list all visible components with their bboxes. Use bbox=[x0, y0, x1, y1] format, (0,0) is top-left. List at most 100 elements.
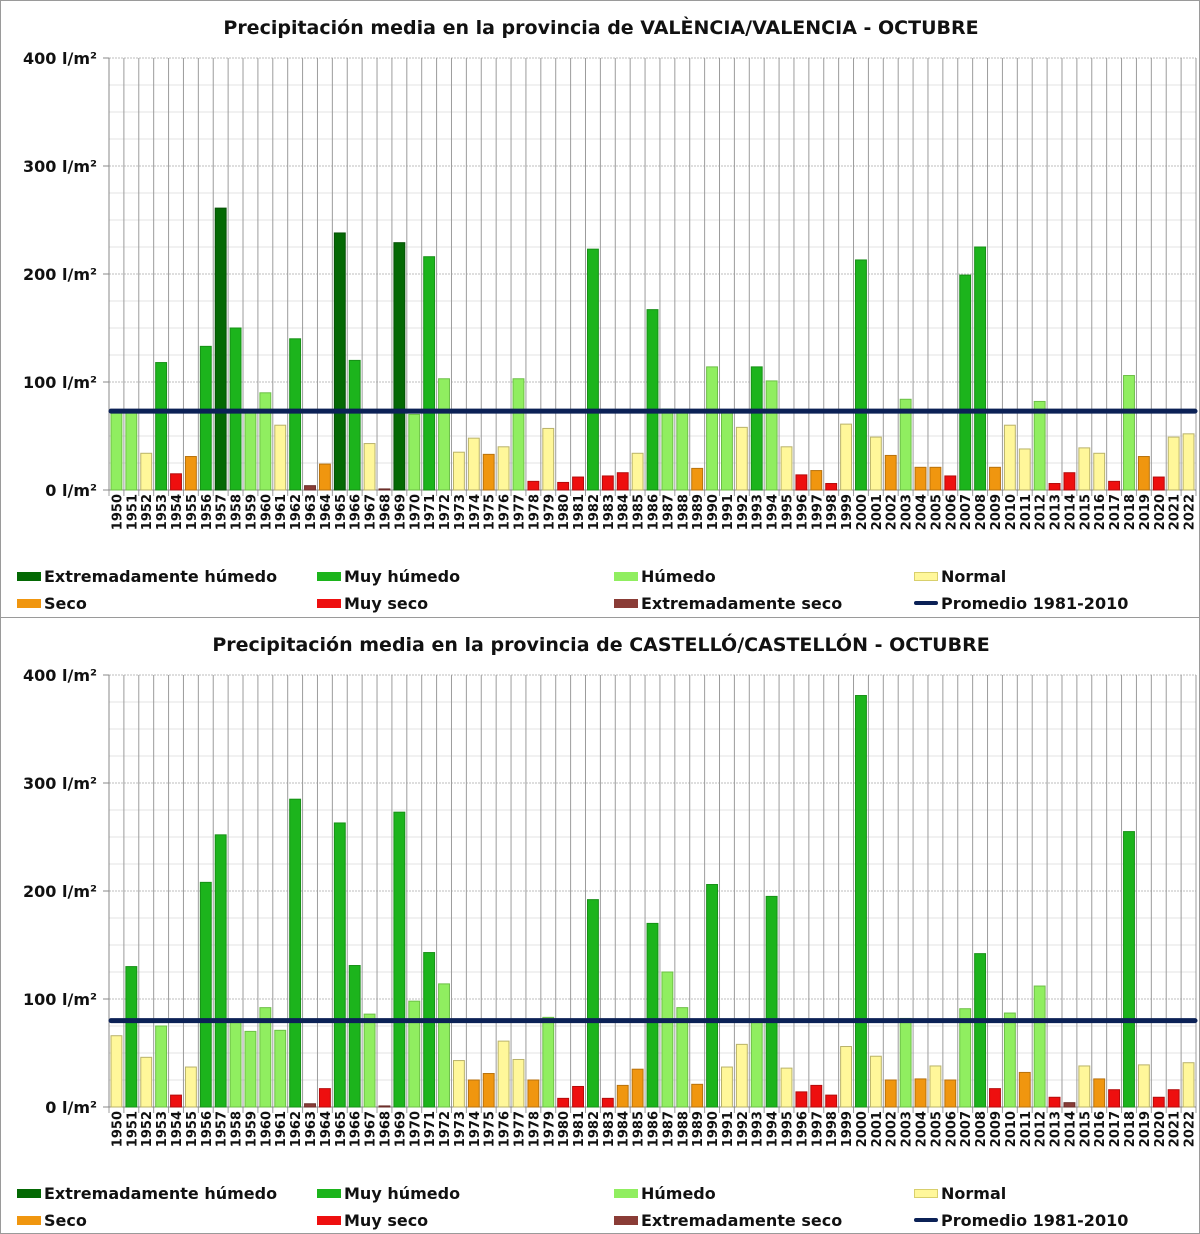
bar-1968 bbox=[378, 488, 391, 491]
x-tick-label: 1989 bbox=[691, 1111, 706, 1147]
bar-1995 bbox=[780, 1067, 793, 1108]
legend-item-normal: Normal bbox=[914, 565, 1006, 587]
x-tick-label: 1983 bbox=[602, 1111, 617, 1147]
chart-panel-castellon: Precipitación media en la provincia de C… bbox=[0, 617, 1200, 1234]
x-tick-label: 1965 bbox=[334, 1111, 349, 1147]
x-tick-label: 1972 bbox=[438, 494, 453, 530]
bar-1953 bbox=[155, 362, 168, 491]
x-tick-label: 1974 bbox=[468, 1111, 483, 1147]
x-tick-label: 2018 bbox=[1123, 1111, 1138, 1147]
bar-1991 bbox=[721, 1066, 733, 1108]
bar-1980 bbox=[557, 481, 570, 491]
x-tick-label: 2022 bbox=[1183, 494, 1198, 530]
x-tick-label: 1984 bbox=[617, 1111, 632, 1147]
y-tick-label: 400 l/m² bbox=[23, 49, 97, 68]
bar-1950 bbox=[110, 411, 123, 491]
bars bbox=[110, 695, 1195, 1108]
x-tick-label: 1969 bbox=[393, 494, 408, 530]
y-tick-label: 300 l/m² bbox=[23, 774, 97, 793]
bar-1978 bbox=[527, 1079, 540, 1108]
bar-1965 bbox=[333, 232, 346, 491]
x-tick-label: 1963 bbox=[304, 494, 319, 530]
bar-1999 bbox=[840, 1046, 853, 1108]
x-tick-label: 1966 bbox=[349, 1111, 364, 1147]
bar-1957 bbox=[214, 207, 227, 491]
x-tick-label: 1951 bbox=[125, 1111, 140, 1147]
bar-2019 bbox=[1137, 456, 1150, 491]
x-tick-label: 1975 bbox=[483, 494, 498, 530]
x-tick-label: 1980 bbox=[557, 494, 572, 530]
x-tick-label: 1978 bbox=[527, 1111, 542, 1147]
x-tick-label: 1952 bbox=[140, 1111, 155, 1147]
bar-1988 bbox=[676, 1007, 689, 1108]
bar-1970 bbox=[408, 413, 421, 491]
legend-swatch bbox=[17, 571, 41, 581]
bar-2006 bbox=[944, 475, 957, 491]
x-tick-label: 1962 bbox=[289, 1111, 304, 1147]
bar-1952 bbox=[140, 1056, 153, 1108]
bar-1957 bbox=[214, 834, 227, 1108]
x-tick-label: 1999 bbox=[840, 494, 855, 530]
x-tick-label: 2011 bbox=[1019, 1111, 1034, 1147]
bar-1984 bbox=[616, 472, 629, 491]
bar-1996 bbox=[795, 474, 808, 491]
bar-2014 bbox=[1063, 1102, 1076, 1108]
x-tick-label: 2014 bbox=[1063, 494, 1078, 530]
legend-item-seco: Seco bbox=[17, 592, 87, 614]
x-tick-label: 1989 bbox=[691, 494, 706, 530]
x-tick-label: 1991 bbox=[721, 1111, 736, 1147]
x-tick-label: 1999 bbox=[840, 1111, 855, 1147]
x-tick-label: 1966 bbox=[349, 494, 364, 530]
bar-1959 bbox=[244, 1030, 257, 1108]
bar-1971 bbox=[423, 952, 436, 1108]
x-tick-label: 1955 bbox=[185, 494, 200, 530]
x-tick-label: 1970 bbox=[408, 494, 423, 530]
x-tick-label: 1960 bbox=[259, 1111, 274, 1147]
x-tick-label: 2005 bbox=[929, 494, 944, 530]
bar-1977 bbox=[512, 1058, 525, 1108]
x-tick-label: 2006 bbox=[944, 1111, 959, 1147]
bar-1959 bbox=[244, 410, 257, 491]
bar-chart-castellon: 0 l/m² 100 l/m² 200 l/m² 300 l/m² 400 l/m² 19… bbox=[23, 666, 1198, 1147]
legend-swatch bbox=[914, 571, 938, 581]
x-tick-label: 1956 bbox=[200, 494, 215, 530]
bar-1997 bbox=[810, 1084, 823, 1108]
bar-2019 bbox=[1137, 1064, 1150, 1108]
x-tick-label: 2007 bbox=[959, 1111, 974, 1147]
bar-1968 bbox=[378, 1105, 391, 1108]
bar-1982 bbox=[586, 899, 599, 1108]
x-tick-label: 2019 bbox=[1138, 1111, 1153, 1147]
x-tick-label: 1973 bbox=[453, 1111, 468, 1147]
y-tick-label: 100 l/m² bbox=[23, 990, 97, 1009]
x-tick-label: 1958 bbox=[230, 494, 245, 530]
bar-1962 bbox=[289, 798, 302, 1108]
bar-1956 bbox=[199, 881, 212, 1108]
legend-swatch bbox=[614, 1215, 638, 1225]
x-tick-label: 1953 bbox=[155, 1111, 170, 1147]
bar-1989 bbox=[691, 467, 704, 491]
bar-1992 bbox=[735, 1043, 748, 1108]
y-tick-label: 200 l/m² bbox=[23, 882, 97, 901]
x-tick-label: 2020 bbox=[1153, 1111, 1168, 1147]
bar-2009 bbox=[989, 1088, 1001, 1108]
x-tick-label: 1978 bbox=[527, 494, 542, 530]
x-tick-label: 1995 bbox=[781, 494, 796, 530]
x-tick-label: 1984 bbox=[617, 494, 632, 530]
x-tick-label: 2014 bbox=[1063, 1111, 1078, 1147]
bar-2009 bbox=[989, 466, 1001, 491]
x-tick-label: 2006 bbox=[944, 494, 959, 530]
bar-1993 bbox=[750, 1020, 763, 1108]
x-tick-label: 1961 bbox=[274, 1111, 289, 1147]
y-tick-label: 300 l/m² bbox=[23, 157, 97, 176]
chart-title: Precipitación media en la provincia de C… bbox=[212, 634, 990, 656]
bar-1992 bbox=[735, 426, 748, 491]
bar-2007 bbox=[959, 274, 972, 491]
x-tick-label: 1990 bbox=[706, 1111, 721, 1147]
x-tick-label: 1988 bbox=[676, 1111, 691, 1147]
bar-chart-valencia: 0 l/m² 100 l/m² 200 l/m² 300 l/m² 400 l/m² 19… bbox=[23, 49, 1198, 530]
x-tick-label: 1985 bbox=[632, 494, 647, 530]
bar-1954 bbox=[170, 1094, 182, 1108]
x-tick-label: 1968 bbox=[378, 1111, 393, 1147]
x-tick-label: 1986 bbox=[647, 494, 662, 530]
x-tick-label: 2018 bbox=[1123, 494, 1138, 530]
